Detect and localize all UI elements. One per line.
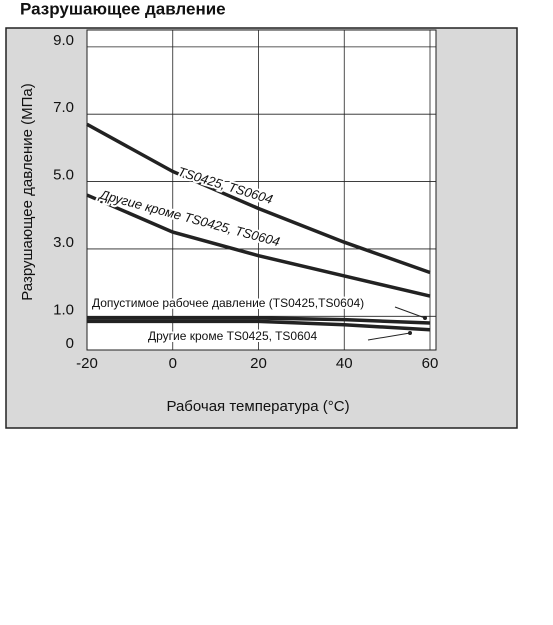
x-tick-label: 20 [250, 355, 267, 372]
y-tick-label: 5.0 [53, 167, 74, 184]
series-label: Другие кроме TS0425, TS0604 [148, 329, 317, 343]
x-tick-label: 0 [169, 355, 177, 372]
arrow [367, 332, 411, 341]
y-tick-label: 7.0 [53, 99, 74, 116]
series-line [86, 122, 431, 275]
y-axis-label: Разрушающее давление (MПа) [19, 83, 36, 300]
arrow-head [423, 316, 427, 320]
chart-title: Разрушающее давление [20, 0, 226, 18]
series-line [86, 193, 431, 298]
arrow [394, 306, 426, 319]
arrow-head [408, 331, 412, 335]
series-label: Допустимое рабочее давление (TS0425,TS06… [92, 296, 364, 310]
series-line [87, 319, 431, 332]
y-tick-label: 3.0 [53, 234, 74, 251]
x-tick-label: 40 [336, 355, 353, 372]
series-line [87, 316, 431, 325]
plot-area [86, 29, 437, 351]
y-tick-label: 0 [66, 335, 74, 352]
x-tick-label: -20 [76, 355, 98, 372]
y-tick-label: 9.0 [53, 32, 74, 49]
y-tick-label: 1.0 [53, 301, 74, 318]
x-axis-label: Рабочая температура (°C) [166, 398, 349, 415]
x-tick-label: 60 [422, 355, 439, 372]
